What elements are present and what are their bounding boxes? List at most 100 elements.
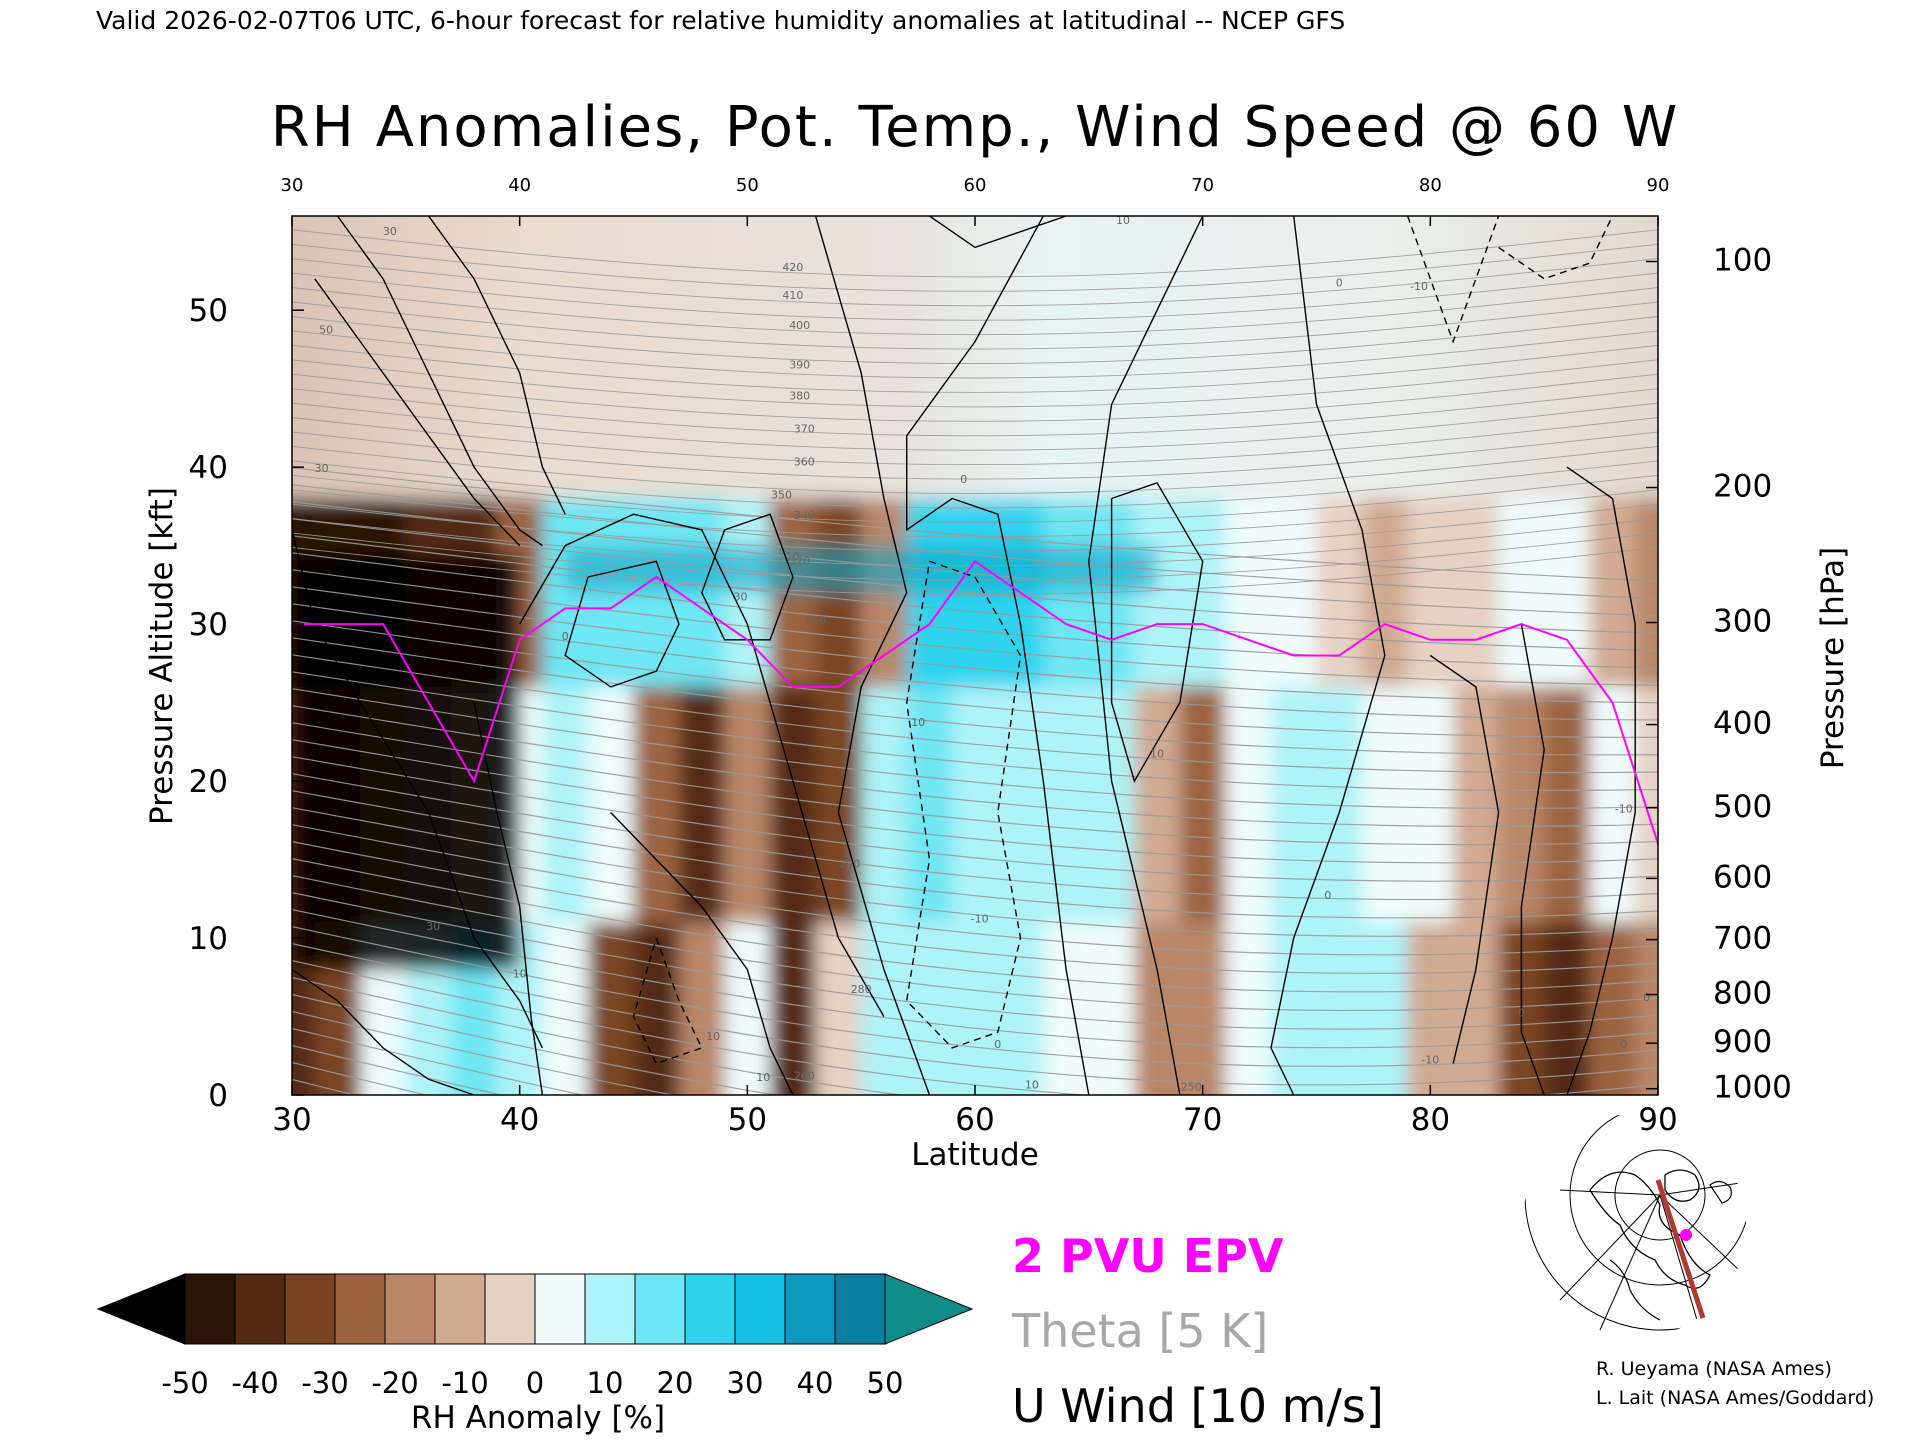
pressure-tick-label: 300 <box>1713 604 1772 640</box>
contour-label: 250 <box>1181 1080 1202 1093</box>
theta-line <box>292 388 1658 437</box>
theta-line <box>292 722 1658 846</box>
rh-cell <box>1043 686 1090 924</box>
theta-line <box>292 1010 676 1095</box>
contour-label: -10 <box>1410 280 1428 293</box>
theta-line <box>292 373 1658 422</box>
rh-cell <box>724 686 772 924</box>
rh-cell <box>633 498 681 688</box>
wind-contour-line <box>314 278 521 547</box>
contour-label: 420 <box>782 261 803 274</box>
wind-contour-line <box>1088 216 1204 1095</box>
theta-line <box>292 431 1658 480</box>
x-tick-label-top: 40 <box>508 175 531 196</box>
rh-cell <box>952 686 999 924</box>
contour-label: 0 <box>960 473 967 486</box>
theta-line <box>292 603 1658 721</box>
rh-cell <box>1316 498 1364 688</box>
theta-line <box>292 484 1658 600</box>
rh-cell <box>1589 686 1637 924</box>
credit-line-1: R. Ueyama (NASA Ames) <box>1596 1358 1832 1380</box>
locator-map <box>1524 1114 1758 1331</box>
contour-label: 0 <box>1620 1038 1627 1051</box>
theta-line <box>292 875 1658 1012</box>
colorbar-tick-label: 40 <box>797 1366 834 1400</box>
theta-line <box>292 671 1658 791</box>
pressure-tick-label: 1000 <box>1713 1070 1792 1106</box>
contour-label: 30 <box>383 225 397 238</box>
wind-contour-line <box>929 216 1067 249</box>
contour-label: 320 <box>789 555 810 568</box>
theta-contours <box>292 229 1658 1095</box>
x-axis-label: Latitude <box>911 1137 1039 1173</box>
dry-core <box>292 553 520 970</box>
colorbar-high-extend <box>884 1273 974 1345</box>
wind-contour-line <box>701 513 794 641</box>
wind-contour-line <box>336 216 543 547</box>
rh-cell <box>997 922 1045 1095</box>
x-tick-label-top: 60 <box>964 175 987 196</box>
rh-cell <box>1043 922 1090 1095</box>
colorbar-tick-label: 10 <box>587 1366 624 1400</box>
colorbar-bin <box>434 1273 486 1345</box>
wind-contour-line <box>632 937 703 1065</box>
theta-line <box>292 773 1658 901</box>
theta-line <box>292 460 1658 509</box>
contour-label: 280 <box>851 983 872 996</box>
x-tick-label: 80 <box>1411 1102 1450 1138</box>
rh-cell <box>1498 686 1546 924</box>
theta-line <box>292 654 1658 774</box>
rh-cell <box>1362 922 1409 1095</box>
rh-cell <box>1544 686 1591 924</box>
theta-line <box>292 688 1658 810</box>
theta-line <box>292 287 1658 336</box>
x-tick-label-top: 30 <box>281 175 304 196</box>
contour-label: 0 <box>994 1038 1001 1051</box>
theta-line <box>292 790 1658 919</box>
x-tick-label: 70 <box>1183 1102 1222 1138</box>
theta-line <box>292 620 1658 738</box>
rh-cell <box>1544 922 1591 1095</box>
contour-label: 360 <box>794 456 815 469</box>
theta-line <box>292 229 1658 278</box>
contour-label: 30 <box>315 462 329 475</box>
contour-label: 340 <box>794 509 815 522</box>
theta-line <box>292 402 1658 451</box>
rh-cell <box>1088 922 1136 1095</box>
epv-line-path <box>292 559 1658 845</box>
rh-cell <box>1088 686 1136 924</box>
y-axis-label-left: Pressure Altitude [kft] <box>144 487 180 825</box>
theta-line <box>292 417 1658 466</box>
rh-cell <box>587 922 635 1095</box>
theta-line <box>292 993 779 1095</box>
rh-cell <box>587 686 635 924</box>
rh-cell <box>1179 686 1227 924</box>
theta-line <box>292 739 1658 864</box>
rh-anomaly-field <box>292 216 1658 1095</box>
contour-label: 10 <box>1025 1079 1039 1092</box>
colorbar-label: RH Anomaly [%] <box>411 1400 665 1436</box>
y-tick-label: 30 <box>189 607 228 643</box>
contour-label: 10 <box>706 1030 720 1043</box>
wind-contour-line <box>1270 216 1386 1095</box>
theta-line <box>292 1027 586 1095</box>
pressure-tick-label: 200 <box>1713 469 1772 505</box>
colorbar-bin <box>484 1273 536 1345</box>
wind-contour-line <box>905 560 1022 1049</box>
wind-contour-line <box>473 702 544 1095</box>
credit-line-2: L. Lait (NASA Ames/Goddard) <box>1596 1387 1874 1409</box>
colorbar-bin <box>534 1273 586 1345</box>
theta-line <box>292 316 1658 364</box>
colorbar-bin <box>234 1273 286 1345</box>
rh-cell <box>906 498 954 688</box>
theta-line <box>292 344 1658 393</box>
theta-line <box>292 552 1658 669</box>
pressure-tick-label: 900 <box>1713 1024 1772 1060</box>
theta-line <box>292 445 1658 494</box>
contour-label: 10 <box>1150 748 1164 761</box>
colorbar-tick-label: 20 <box>657 1366 694 1400</box>
contour-label: 10 <box>756 1071 770 1084</box>
theta-line <box>292 756 1658 882</box>
